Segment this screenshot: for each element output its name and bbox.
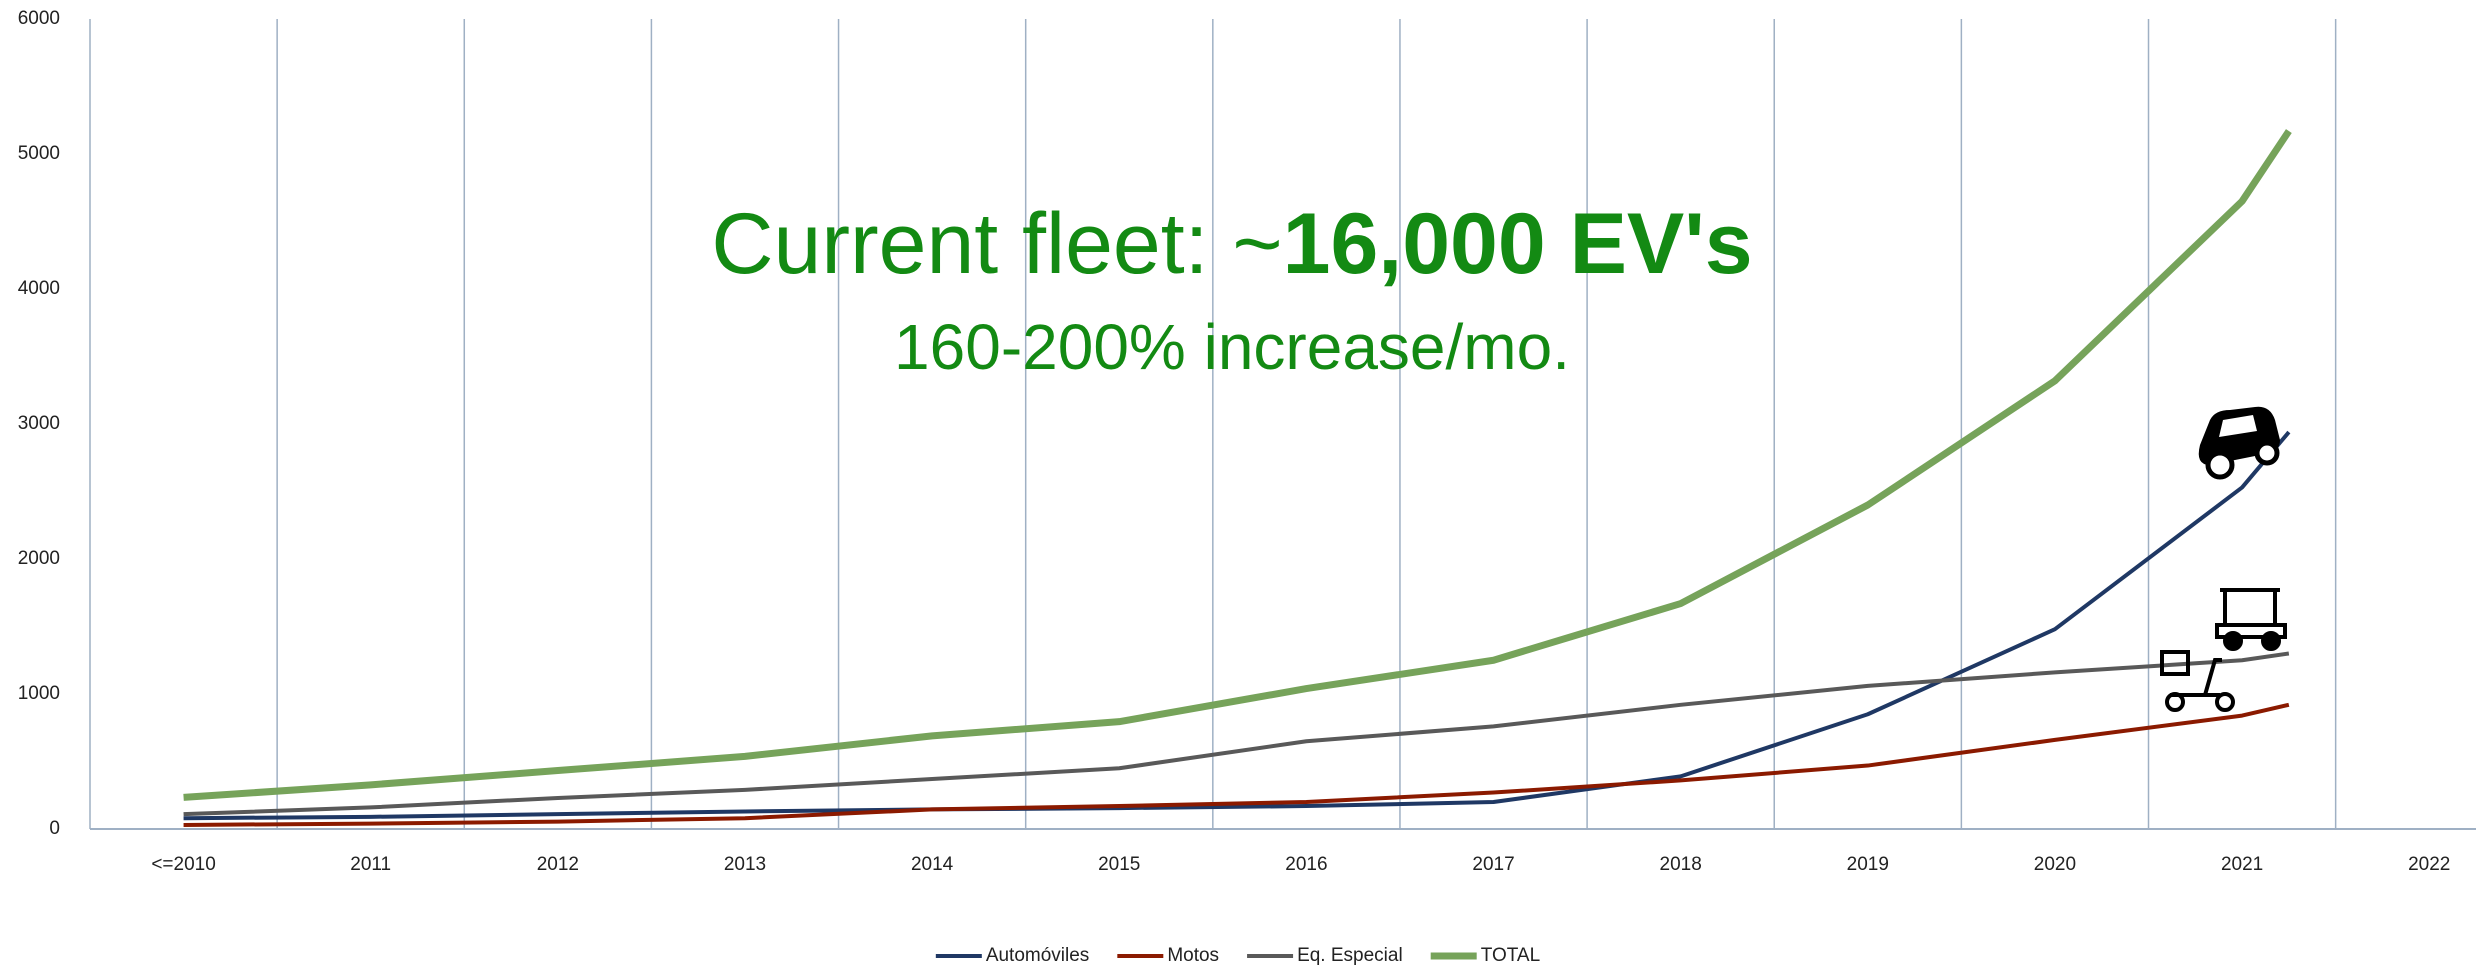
legend: Automóviles Motos Eq. Especial TOTAL (935, 945, 1540, 966)
y-tick-label: 1000 (18, 683, 60, 704)
annotation: Current fleet: ~16,000 EV's (711, 196, 1752, 292)
legend-label: Eq. Especial (1297, 945, 1403, 966)
x-tick-label: 2018 (1660, 854, 1702, 875)
legend-label: TOTAL (1481, 945, 1540, 966)
x-tick-label: <=2010 (151, 854, 215, 875)
x-tick-label: 2017 (1472, 854, 1514, 875)
x-tick-label: 2011 (350, 854, 391, 875)
annotation-part: 16,000 EV's (1283, 196, 1753, 292)
annotation-part: Current fleet: ~ (711, 196, 1282, 292)
x-tick-label: 2014 (911, 854, 954, 875)
x-tick-label: 2013 (724, 854, 766, 875)
y-tick-label: 0 (49, 818, 60, 839)
y-tick-label: 5000 (18, 143, 60, 164)
x-tick-label: 2019 (1847, 854, 1889, 875)
annotation: 160-200% increase/mo. (894, 311, 1570, 383)
legend-label: Motos (1167, 945, 1219, 966)
series-line (183, 702, 2290, 827)
y-tick-label: 3000 (18, 413, 60, 434)
series-line (183, 651, 2290, 817)
x-tick-label: 2012 (537, 854, 579, 875)
legend-label: Automóviles (986, 945, 1090, 966)
x-tick-label: 2016 (1285, 854, 1327, 875)
x-tick-label: 2015 (1098, 854, 1140, 875)
car-icon (2198, 406, 2280, 480)
cart-icon (2215, 588, 2287, 651)
y-tick-label: 6000 (18, 8, 60, 29)
scooter-icon (2160, 650, 2235, 712)
y-tick-label: 4000 (18, 278, 60, 299)
x-tick-label: 2022 (2408, 854, 2450, 875)
x-tick-label: 2021 (2221, 854, 2263, 875)
series-line (183, 129, 2292, 801)
series-line (183, 430, 2291, 821)
y-tick-label: 2000 (18, 548, 60, 569)
x-tick-label: 2020 (2034, 854, 2076, 875)
